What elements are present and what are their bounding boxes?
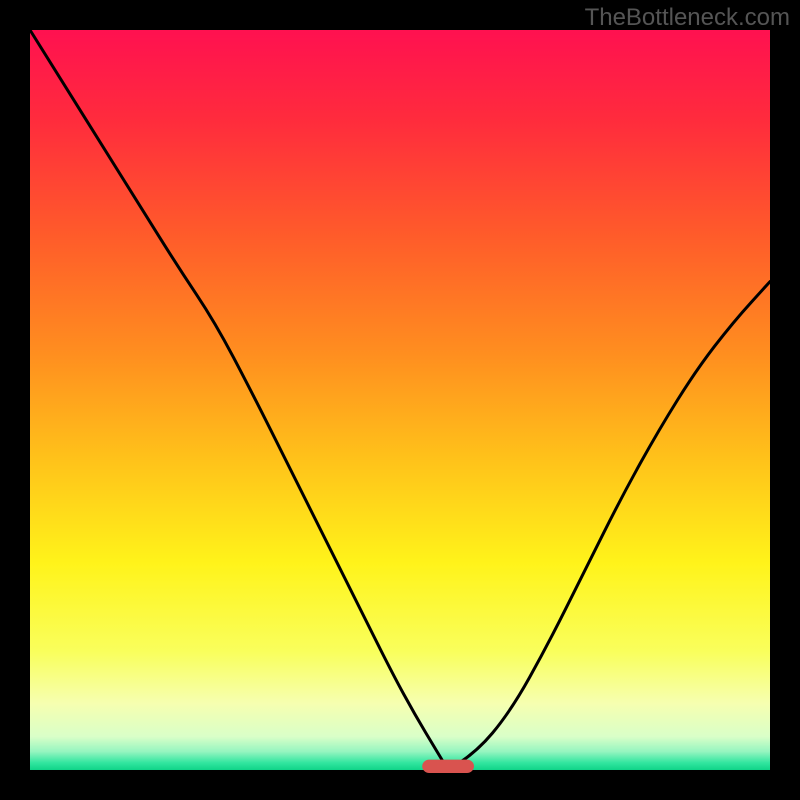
optimal-range-marker xyxy=(422,760,474,773)
bottleneck-chart xyxy=(0,0,800,800)
chart-container: TheBottleneck.com xyxy=(0,0,800,800)
watermark-text: TheBottleneck.com xyxy=(585,4,790,32)
gradient-background xyxy=(30,30,770,770)
